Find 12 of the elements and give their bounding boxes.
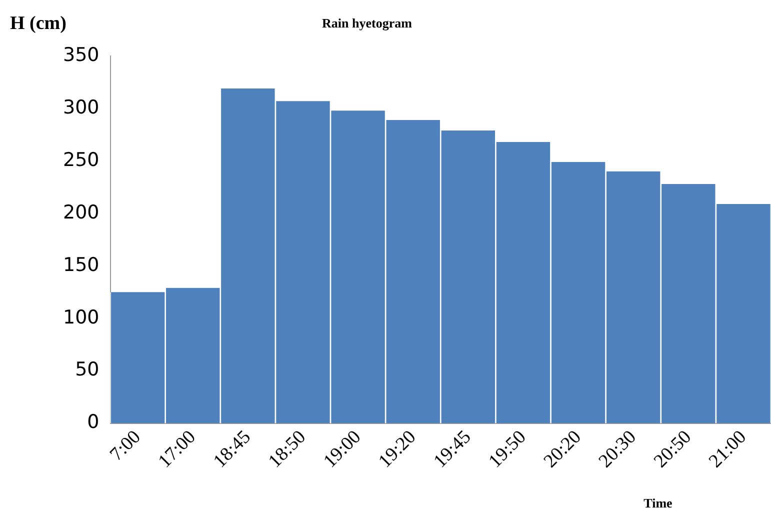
x-axis-title: Time bbox=[644, 495, 673, 510]
y-tick-label: 150 bbox=[63, 254, 100, 276]
y-tick-label: 100 bbox=[63, 306, 100, 328]
y-tick-label: 300 bbox=[63, 96, 100, 118]
y-tick-label: 350 bbox=[63, 44, 100, 66]
x-tick-label: 7:00 bbox=[106, 426, 145, 466]
chart-title: Rain hyetogram bbox=[322, 15, 412, 30]
y-axis-title: H (cm) bbox=[10, 12, 66, 34]
y-tick-label: 250 bbox=[63, 148, 100, 171]
y-tick-label: 200 bbox=[63, 201, 100, 224]
y-tick-label: 0 bbox=[87, 411, 100, 434]
y-tick-label: 50 bbox=[75, 358, 100, 381]
